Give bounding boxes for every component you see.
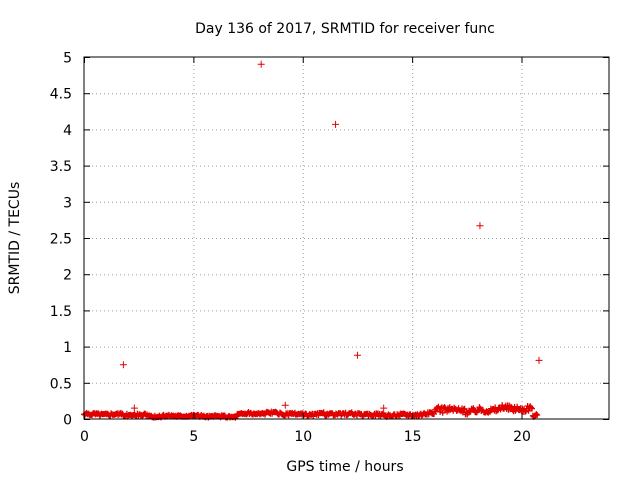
data-point [353,351,361,359]
data-point [380,404,388,412]
dense-series-markers [81,402,541,421]
y-tick-label: 1.5 [50,304,72,320]
y-tick-label: 3 [63,195,72,211]
axis-tick-labels: 0 0.5 1 1.5 2 2.5 3 3.5 4 4.5 5 0 5 10 15 20 [50,51,531,446]
y-tick-label: 1 [63,340,72,356]
y-tick-label: 5 [63,51,72,67]
data-points [81,60,543,421]
axis-ticks [84,57,609,420]
y-tick-label: 3.5 [50,159,72,175]
y-tick-label: 2.5 [50,232,72,248]
x-tick-label: 5 [189,429,198,445]
y-tick-label: 2 [63,268,72,284]
grid-lines [84,57,609,419]
plot-frame [83,56,610,420]
y-tick-label: 0.5 [50,376,72,392]
y-tick-label: 4 [63,123,72,139]
y-tick-label: 4.5 [50,87,72,103]
x-tick-label: 10 [294,429,312,445]
data-point [476,222,484,230]
x-axis-label: GPS time / hours [286,459,403,475]
x-tick-label: 15 [404,429,422,445]
y-tick-label: 0 [63,413,72,429]
chart-title: Day 136 of 2017, SRMTID for receiver fun… [195,21,495,37]
data-point [130,404,138,412]
x-tick-label: 20 [513,429,531,445]
data-point [281,401,289,409]
y-axis-label: SRMTID / TECUs [7,182,23,295]
data-point [119,361,127,369]
data-point [535,356,543,364]
x-tick-label: 0 [80,429,89,445]
data-point [332,120,340,128]
data-point [257,60,265,68]
